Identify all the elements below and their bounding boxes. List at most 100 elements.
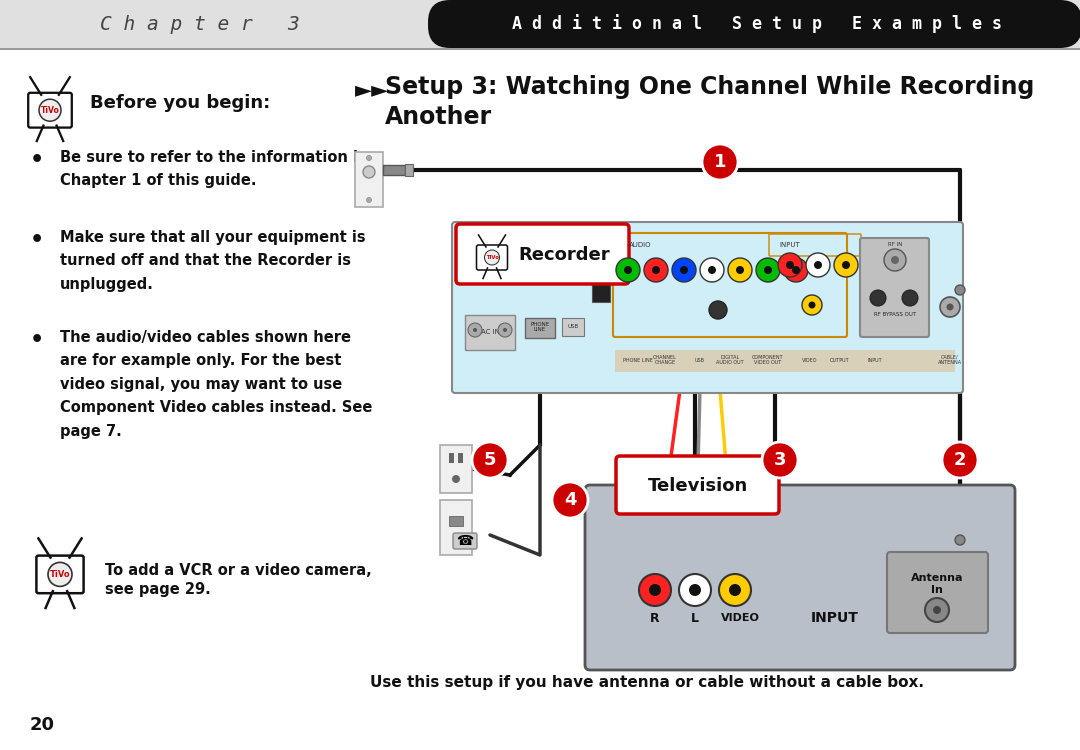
Text: TiVo: TiVo: [50, 570, 70, 579]
Circle shape: [644, 258, 669, 282]
Text: USB: USB: [696, 358, 705, 362]
Circle shape: [762, 442, 798, 478]
Circle shape: [806, 253, 831, 277]
Circle shape: [363, 166, 375, 178]
Circle shape: [473, 328, 477, 332]
Text: AUDIO: AUDIO: [629, 242, 651, 248]
Text: TiVo: TiVo: [485, 256, 499, 262]
Bar: [405, 164, 413, 176]
Text: AC IN: AC IN: [481, 329, 499, 335]
Circle shape: [39, 99, 60, 122]
Circle shape: [885, 249, 906, 271]
Bar: [449, 453, 454, 463]
Circle shape: [498, 323, 512, 337]
FancyBboxPatch shape: [616, 456, 779, 514]
FancyBboxPatch shape: [860, 238, 929, 337]
Circle shape: [729, 584, 741, 596]
Circle shape: [700, 258, 724, 282]
Text: CHANNEL
CHANGE: CHANNEL CHANGE: [653, 355, 677, 365]
FancyBboxPatch shape: [428, 0, 1080, 48]
Circle shape: [735, 266, 744, 274]
FancyBboxPatch shape: [453, 222, 963, 393]
Circle shape: [680, 266, 688, 274]
Text: DIGITAL
AUDIO OUT: DIGITAL AUDIO OUT: [716, 355, 744, 365]
Circle shape: [764, 266, 772, 274]
Circle shape: [48, 562, 72, 586]
FancyBboxPatch shape: [28, 93, 71, 128]
Bar: [592, 280, 610, 302]
Text: INPUT: INPUT: [780, 242, 800, 248]
Text: A d d i t i o n a l   S e t u p   E x a m p l e s: A d d i t i o n a l S e t u p E x a m p …: [512, 14, 1002, 34]
Text: INPUT: INPUT: [867, 358, 882, 362]
Text: 1: 1: [714, 153, 726, 171]
Circle shape: [719, 574, 751, 606]
Bar: [465, 315, 515, 350]
Text: TiVo: TiVo: [39, 108, 62, 117]
Circle shape: [624, 266, 632, 274]
Circle shape: [689, 584, 701, 596]
Text: USB: USB: [567, 323, 579, 328]
Text: Be sure to refer to the information in
Chapter 1 of this guide.: Be sure to refer to the information in C…: [60, 150, 368, 188]
Text: Television: Television: [648, 477, 748, 495]
Text: COMPONENT
VIDEO OUT: COMPONENT VIDEO OUT: [752, 355, 784, 365]
FancyBboxPatch shape: [37, 556, 83, 593]
Circle shape: [924, 598, 949, 622]
Circle shape: [902, 290, 918, 306]
FancyBboxPatch shape: [887, 552, 988, 633]
Text: VIDEO: VIDEO: [802, 358, 818, 362]
Bar: [440, 500, 472, 555]
Text: Make sure that all your equipment is
turned off and that the Recorder is
unplugg: Make sure that all your equipment is tur…: [60, 230, 366, 292]
Circle shape: [933, 606, 941, 614]
Text: ►►: ►►: [355, 80, 389, 100]
Circle shape: [468, 323, 482, 337]
Circle shape: [786, 261, 794, 269]
Text: •: •: [30, 330, 44, 350]
Circle shape: [652, 266, 660, 274]
Circle shape: [842, 261, 850, 269]
Circle shape: [503, 328, 507, 332]
Text: Setup 3: Watching One Channel While Recording
Another: Setup 3: Watching One Channel While Reco…: [384, 75, 1035, 129]
Text: CABLE/
ANTENNA: CABLE/ ANTENNA: [937, 355, 962, 365]
Text: PHONE LINE: PHONE LINE: [623, 358, 653, 362]
Text: 20: 20: [30, 716, 55, 734]
Circle shape: [955, 285, 966, 295]
Circle shape: [672, 258, 696, 282]
Circle shape: [792, 266, 800, 274]
Text: •: •: [30, 230, 44, 250]
Circle shape: [453, 475, 460, 483]
Circle shape: [485, 250, 499, 265]
Circle shape: [942, 442, 978, 478]
Circle shape: [649, 584, 661, 596]
Bar: [525, 318, 555, 338]
Text: R: R: [650, 611, 660, 625]
Circle shape: [809, 302, 815, 308]
Bar: [458, 453, 463, 463]
Circle shape: [955, 535, 966, 545]
Text: TiVo: TiVo: [48, 572, 72, 582]
Text: Before you begin:: Before you begin:: [90, 94, 270, 112]
Circle shape: [834, 253, 858, 277]
Circle shape: [366, 155, 372, 160]
Circle shape: [778, 253, 802, 277]
Text: L: L: [691, 611, 699, 625]
Text: INPUT: INPUT: [811, 611, 859, 625]
Circle shape: [756, 258, 780, 282]
Bar: [449, 516, 463, 526]
Circle shape: [366, 197, 372, 202]
Bar: [0, 48, 1080, 50]
Circle shape: [940, 297, 960, 317]
Text: To add a VCR or a video camera,: To add a VCR or a video camera,: [105, 563, 372, 578]
Circle shape: [708, 301, 727, 319]
FancyBboxPatch shape: [476, 245, 508, 270]
Bar: [383, 165, 405, 175]
Text: The audio/video cables shown here
are for example only. For the best
video signa: The audio/video cables shown here are fo…: [60, 330, 373, 439]
Text: 5: 5: [484, 451, 496, 469]
Text: TiVo: TiVo: [41, 106, 59, 115]
Circle shape: [728, 258, 752, 282]
Circle shape: [802, 295, 822, 315]
FancyBboxPatch shape: [456, 224, 629, 284]
Text: RF BYPASS OUT: RF BYPASS OUT: [874, 313, 916, 317]
FancyBboxPatch shape: [453, 533, 477, 549]
Circle shape: [679, 574, 711, 606]
Text: 4: 4: [564, 491, 577, 509]
